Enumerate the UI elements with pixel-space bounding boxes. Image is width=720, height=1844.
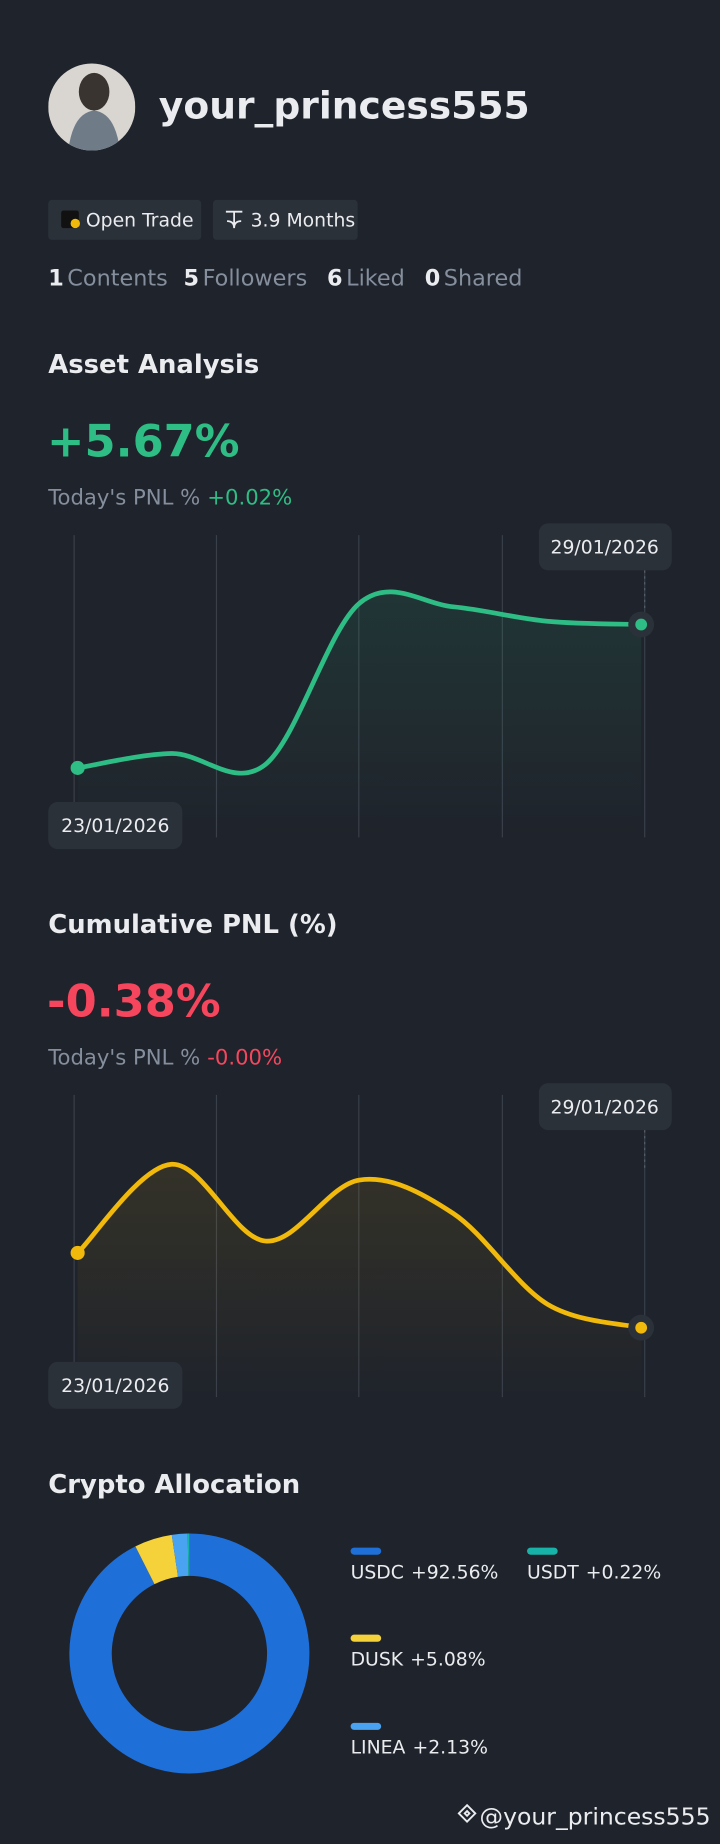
subtitle-label: Today's PNL % [47, 1044, 200, 1069]
badge-label: Open Trade [86, 211, 194, 232]
area [77, 1164, 642, 1398]
headline: +5.67% [47, 416, 240, 468]
charts: Asset Analysis +5.67% Today's PNL % +0.02% 2… [47, 350, 672, 1774]
start-point [70, 1245, 85, 1260]
avatar [48, 63, 136, 151]
legend-swatch [350, 1722, 382, 1730]
legend-value: +92.56% [411, 1562, 498, 1583]
stat-label: Followers [203, 265, 308, 291]
legend-entry: USDC +92.56% [351, 1562, 499, 1583]
legend-entry: LINEA +2.13% [351, 1737, 488, 1758]
stat-label: Shared [444, 265, 523, 291]
legend-value: +5.08% [410, 1649, 485, 1670]
legend-name: LINEA [351, 1737, 406, 1758]
legend-swatch [350, 1634, 382, 1642]
badge-label: 3.9 Months [251, 211, 356, 232]
legend-entry: USDT +0.22% [527, 1562, 661, 1583]
logo [457, 1803, 477, 1823]
badge [48, 199, 202, 240]
footer: @your_princess555 [480, 1803, 711, 1831]
date-badge [48, 1361, 183, 1409]
legend-entry: DUSK +5.08% [351, 1649, 486, 1670]
stat: 0 Shared [425, 265, 523, 291]
stat: 1 Contents [48, 265, 168, 291]
x-tick-label: 29/01/2026 [551, 1097, 659, 1118]
badge-icon [70, 218, 80, 229]
section-title: Asset Analysis [48, 350, 259, 380]
badge-icon [225, 210, 243, 229]
subtitle: Today's PNL % -0.00% [47, 1044, 282, 1069]
line [75, 1161, 642, 1331]
legend-swatch [527, 1547, 558, 1555]
headline: -0.38% [47, 975, 221, 1027]
slice [69, 1533, 310, 1774]
area [77, 591, 642, 838]
change: +0.02% [207, 485, 292, 510]
stat: 6 Liked [327, 265, 405, 291]
subtitle: Today's PNL % +0.02% [47, 485, 292, 510]
x-tick-label: 29/01/2026 [551, 538, 659, 559]
badge [212, 199, 358, 240]
stat-label: Contents [67, 265, 167, 291]
legend-value: +0.22% [586, 1562, 661, 1583]
stat-count: 1 [48, 265, 64, 291]
line [77, 589, 642, 776]
stat-label: Liked [346, 265, 405, 291]
legend-name: DUSK [351, 1649, 404, 1670]
username: your_princess555 [159, 84, 530, 128]
legend-swatch [350, 1547, 382, 1555]
stat-count: 6 [327, 265, 343, 291]
start-point [70, 760, 85, 775]
legend-value: +2.13% [412, 1737, 487, 1758]
end-point [635, 618, 648, 631]
slice [171, 1533, 189, 1577]
stat-count: 0 [425, 265, 441, 291]
legend-name: USDT [527, 1562, 579, 1583]
date-badge [538, 523, 672, 571]
stat: 5 Followers [184, 265, 308, 291]
change: -0.00% [207, 1044, 282, 1069]
date-badge [48, 802, 183, 850]
subtitle-label: Today's PNL % [47, 485, 200, 510]
x-tick-label: 23/01/2026 [61, 816, 169, 837]
end-point [635, 1321, 648, 1334]
slice [135, 1534, 179, 1585]
section-title: Crypto Allocation [48, 1470, 300, 1500]
section-title: Cumulative PNL (%) [48, 910, 337, 940]
legend-name: USDC [351, 1562, 404, 1583]
date-badge [538, 1083, 672, 1131]
stat-count: 5 [184, 265, 200, 291]
x-tick-label: 23/01/2026 [61, 1376, 169, 1397]
stats: 1 Contents 5 Followers 6 Liked 0 Shared [48, 265, 522, 291]
